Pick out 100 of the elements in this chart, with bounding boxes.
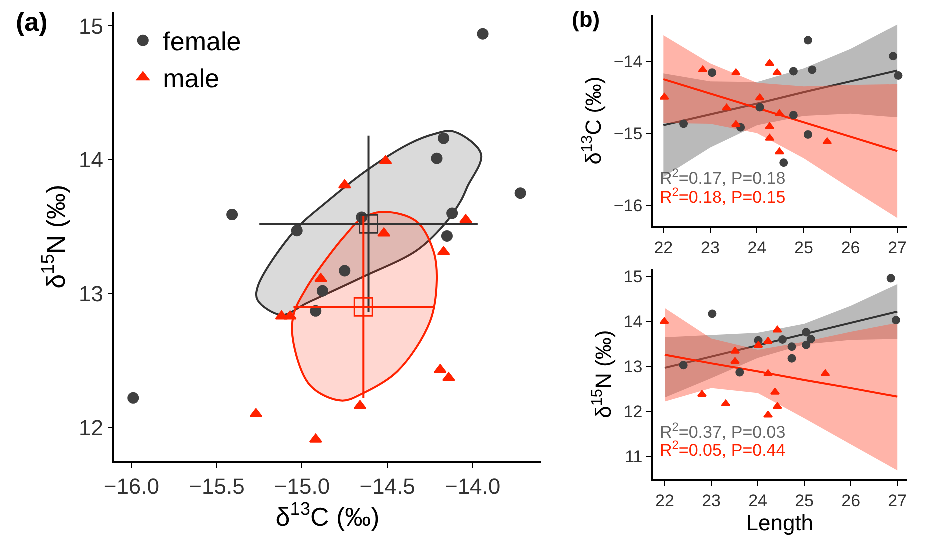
point	[708, 68, 717, 78]
point	[731, 120, 741, 128]
line-series	[662, 78, 899, 152]
x-tick-label: −16.0	[104, 474, 160, 500]
point	[822, 138, 832, 144]
point	[437, 246, 450, 256]
y-tick-label: 12	[78, 415, 104, 440]
point	[378, 228, 391, 237]
y-tick-label: 13	[78, 281, 104, 306]
point	[431, 152, 443, 164]
point	[765, 134, 775, 141]
point	[660, 93, 670, 100]
x-tick-label: 22	[656, 491, 674, 510]
point	[772, 326, 782, 333]
x-tick-label: 27	[888, 238, 908, 258]
point	[438, 132, 450, 144]
point	[789, 67, 798, 76]
point	[820, 370, 830, 376]
point	[763, 337, 774, 344]
y-tick-label: 13	[624, 358, 643, 377]
point	[802, 328, 811, 337]
x-tick-label: −14.5	[360, 474, 416, 500]
point	[886, 274, 896, 283]
point	[892, 316, 900, 325]
y-tick-label: 14	[624, 312, 643, 332]
x-tick-label: 24	[748, 491, 768, 510]
point	[778, 335, 787, 344]
point	[755, 94, 765, 101]
point	[774, 110, 784, 116]
point	[679, 361, 688, 370]
point	[774, 148, 784, 155]
point	[756, 103, 764, 112]
x-tick-label: 25	[794, 238, 814, 258]
point	[808, 66, 817, 74]
y-tick-label: −16	[614, 196, 643, 216]
point	[765, 122, 775, 130]
point	[789, 111, 798, 120]
point	[894, 72, 903, 80]
y-tick-label: 14	[78, 148, 104, 173]
point	[804, 130, 812, 140]
point	[354, 400, 367, 410]
point	[442, 372, 456, 382]
point	[441, 230, 453, 242]
point	[722, 104, 732, 111]
y-tick-label: 15	[624, 268, 643, 287]
point	[359, 214, 379, 234]
x-axis-title: Length	[746, 510, 814, 536]
y-tick-label: 11	[625, 448, 643, 467]
annotation: R$^{2}$=0.05, P=0.44	[660, 438, 786, 460]
x-tick-label: −14.0	[444, 474, 501, 500]
x-tick-label: 25	[795, 491, 814, 510]
y-tick-label: 15	[78, 14, 104, 39]
point	[128, 392, 140, 404]
y-tick-label: 12	[624, 402, 643, 422]
point	[250, 408, 263, 418]
y-tick-label: −14	[614, 52, 643, 72]
x-tick-label: 26	[842, 491, 861, 510]
line-series	[664, 354, 899, 398]
legend-label: female	[163, 26, 242, 57]
point	[477, 28, 489, 40]
point	[434, 364, 447, 374]
point	[338, 180, 352, 189]
point	[802, 340, 811, 350]
point	[788, 354, 796, 363]
chart-title: (a)	[16, 7, 48, 37]
point	[731, 68, 741, 76]
x-tick-label: 24	[748, 238, 767, 258]
point	[806, 335, 816, 344]
point	[889, 52, 898, 61]
point	[514, 188, 526, 200]
legend-label: male	[163, 64, 220, 94]
x-tick-label: 27	[888, 491, 908, 510]
chart-title: (b)	[572, 7, 600, 32]
point	[680, 120, 688, 128]
point	[736, 368, 744, 377]
point	[354, 297, 374, 317]
point	[788, 342, 796, 352]
point	[226, 209, 238, 221]
x-tick-label: 23	[702, 491, 721, 510]
x-axis-title: δ$^{13}$C (‰)	[276, 499, 380, 532]
point	[754, 341, 764, 348]
x-tick-label: −15.5	[189, 474, 245, 500]
point	[698, 66, 708, 73]
x-tick-label: 23	[700, 238, 720, 258]
point	[697, 390, 707, 398]
point	[772, 402, 782, 410]
point	[316, 285, 328, 297]
y-tick-label: −15	[614, 124, 643, 144]
point	[291, 225, 303, 237]
point	[459, 214, 472, 224]
point	[772, 68, 782, 76]
x-tick-label: 26	[841, 238, 860, 258]
x-tick-label: −15.0	[274, 474, 330, 500]
point	[660, 317, 670, 324]
point	[721, 400, 731, 407]
point	[309, 434, 322, 443]
point	[804, 36, 812, 45]
point	[708, 310, 717, 318]
x-tick-label: 22	[654, 238, 674, 258]
point	[765, 59, 775, 66]
